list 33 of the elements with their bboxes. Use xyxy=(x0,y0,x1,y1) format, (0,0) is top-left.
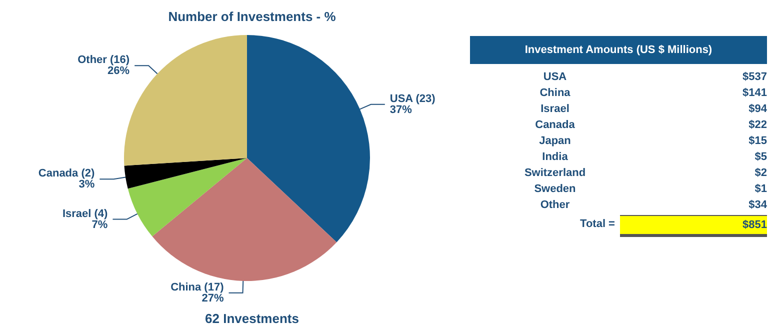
data-label: 37% xyxy=(390,104,412,116)
data-label: 27% xyxy=(202,292,224,304)
text: $141 xyxy=(742,87,767,99)
category-label: Switzerland xyxy=(523,166,587,181)
slice-label: USA (23) xyxy=(390,92,436,105)
text: $1 xyxy=(754,183,767,195)
slice-label: Israel (4) xyxy=(62,208,108,220)
category-label: Sweden xyxy=(533,182,577,197)
slice-label: China (17) xyxy=(170,281,224,294)
text: $851 xyxy=(620,215,767,237)
data-label: 3% xyxy=(78,178,95,191)
text: Total = xyxy=(580,217,615,232)
category-label: Other xyxy=(539,198,571,213)
category-label: Japan xyxy=(538,134,572,149)
text: $94 xyxy=(748,103,767,115)
slice-label: Canada (2) xyxy=(38,168,95,180)
text: $537 xyxy=(742,71,767,83)
text: $2 xyxy=(754,167,767,179)
slice-label: Other (16) xyxy=(78,54,130,66)
text: 62 Investments xyxy=(205,311,299,326)
category-label: China xyxy=(538,86,572,101)
data-label: 26% xyxy=(108,65,130,78)
category-label: USA xyxy=(542,70,568,85)
text: $5 xyxy=(754,151,767,163)
text: $15 xyxy=(748,135,767,147)
text: $34 xyxy=(748,199,767,211)
text: $22 xyxy=(748,119,767,131)
data-label: 7% xyxy=(92,218,108,231)
category-label: India xyxy=(541,150,569,165)
text: Investment Amounts (US $ Millions) xyxy=(470,36,767,64)
category-label: Israel xyxy=(540,102,570,117)
category-label: Canada xyxy=(534,118,576,133)
chart-title: Number of Investments - % xyxy=(168,9,336,24)
